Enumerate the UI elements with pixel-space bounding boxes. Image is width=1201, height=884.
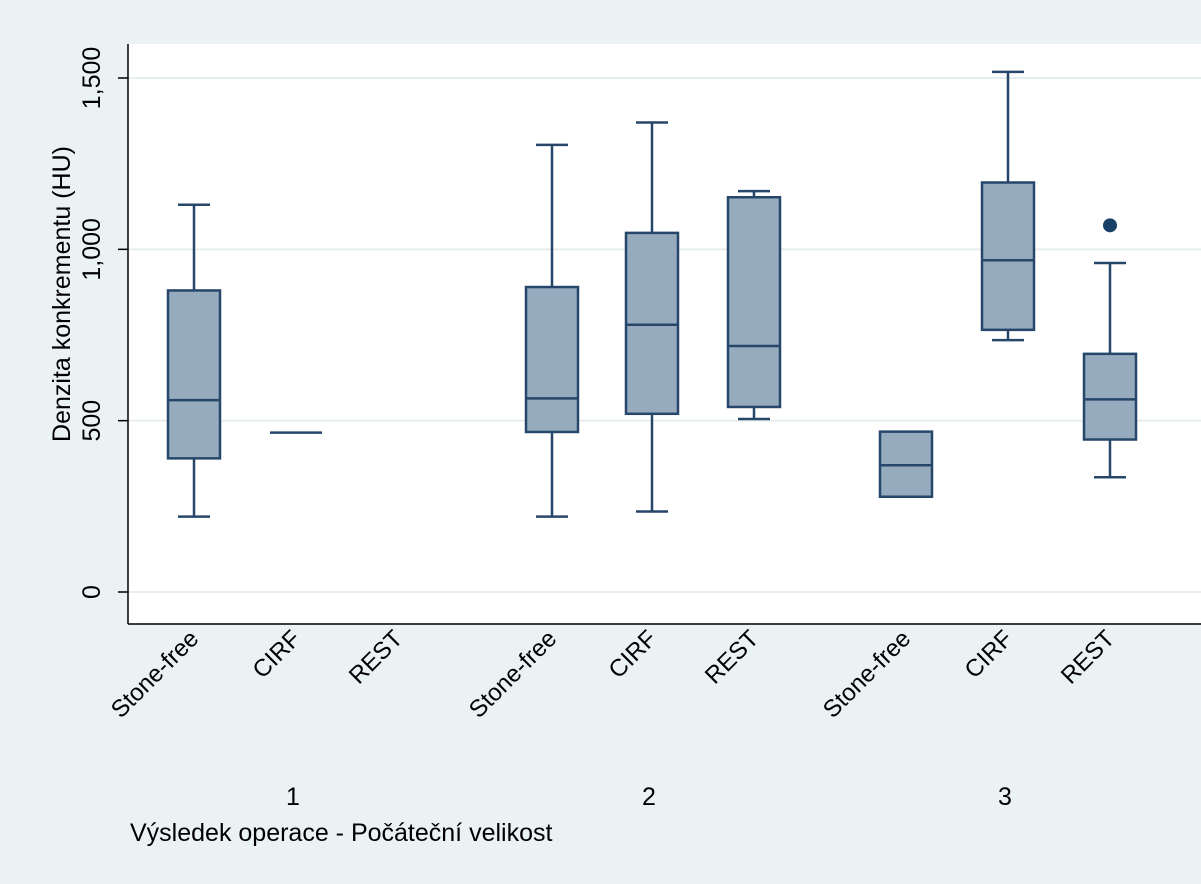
boxes [166,70,1138,518]
box-iqr [524,285,580,434]
outlier-point [1103,218,1117,233]
box-iqr [166,289,222,460]
x-axis-label: Výsledek operace - Počáteční velikost [130,819,552,847]
box-iqr [726,195,782,409]
axes [127,44,1201,625]
box-iqr [1082,352,1138,441]
y-axis-label: Denzita konkrementu (HU) [48,146,76,442]
y-tick-label: 1,500 [78,47,106,110]
x-group-label: 2 [642,783,656,811]
y-tick-label: 500 [78,400,106,442]
x-group-label: 3 [998,783,1012,811]
box-iqr [980,181,1036,332]
y-tick-label: 0 [78,585,106,599]
x-group-label: 1 [286,783,300,811]
y-tick-label: 1,000 [78,218,106,281]
box-iqr [624,231,680,416]
